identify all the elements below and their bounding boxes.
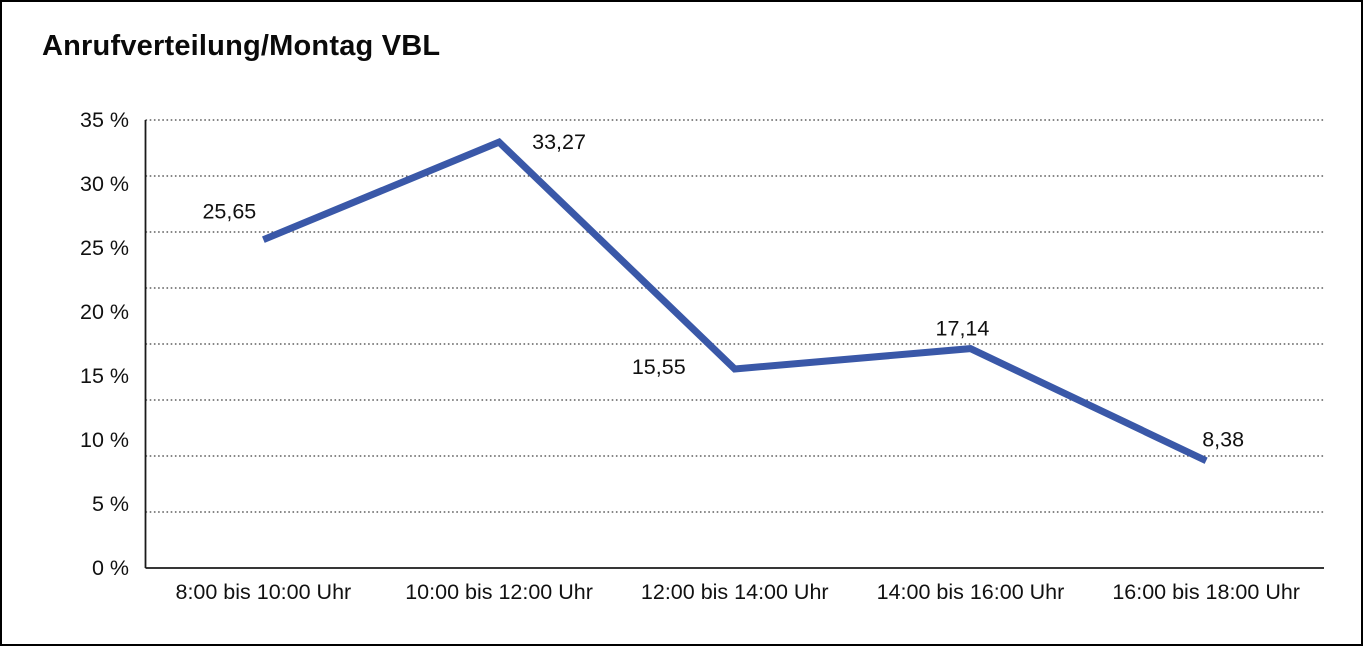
y-tick-label: 5 % — [92, 492, 129, 516]
chart-title: Anrufverteilung/Montag VBL — [42, 30, 441, 62]
y-tick-label: 35 % — [80, 108, 129, 132]
y-tick-label: 30 % — [80, 172, 129, 196]
x-tick-label: 8:00 bis 10:00 Uhr — [175, 580, 351, 604]
x-tick-label: 14:00 bis 16:00 Uhr — [877, 580, 1065, 604]
x-tick-label: 10:00 bis 12:00 Uhr — [405, 580, 593, 604]
y-tick-label: 15 % — [80, 364, 129, 388]
data-label: 33,27 — [532, 130, 586, 154]
x-tick-label: 12:00 bis 14:00 Uhr — [641, 580, 829, 604]
y-tick-label: 0 % — [92, 556, 129, 580]
y-tick-label: 20 % — [80, 300, 129, 324]
data-label: 17,14 — [936, 317, 990, 341]
x-tick-label: 16:00 bis 18:00 Uhr — [1112, 580, 1300, 604]
data-line — [262, 138, 1208, 464]
data-label: 15,55 — [632, 355, 686, 379]
data-label: 8,38 — [1202, 428, 1244, 452]
y-tick-label: 10 % — [80, 428, 129, 452]
data-label: 25,65 — [202, 200, 256, 224]
y-tick-label: 25 % — [80, 236, 129, 260]
